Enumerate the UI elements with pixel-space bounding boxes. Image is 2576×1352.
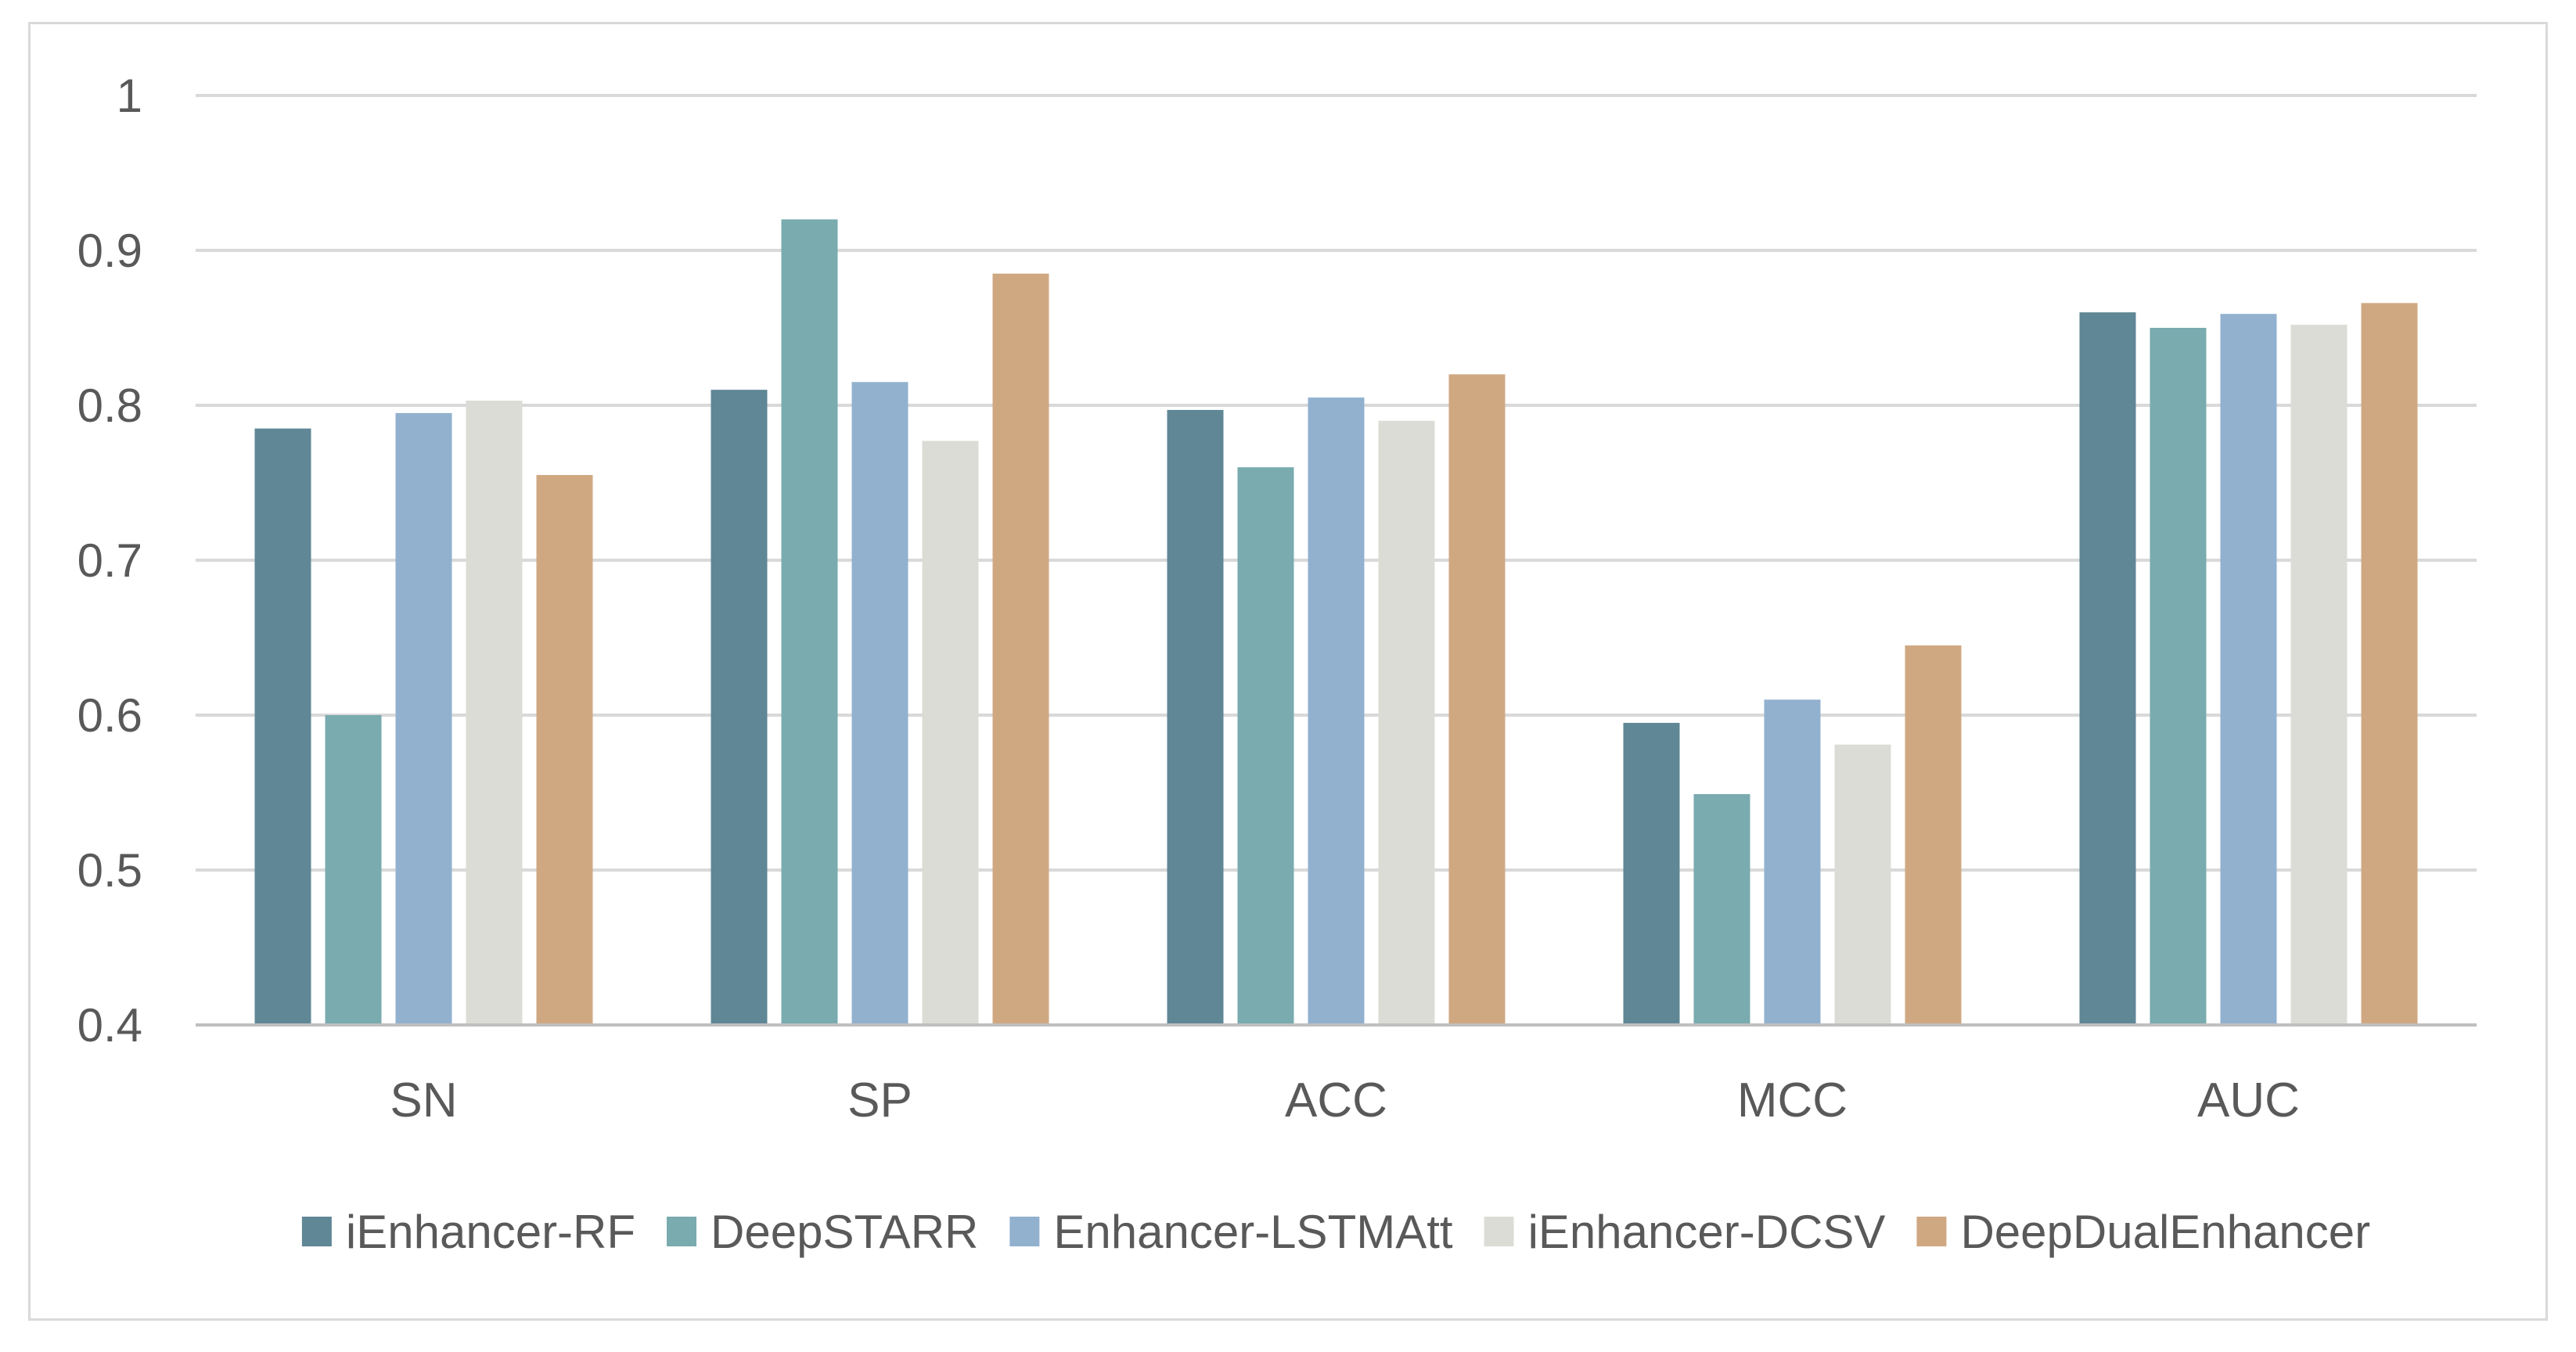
bar-deepstarr-mcc (1693, 793, 1750, 1025)
bar-deepstarr-acc (1237, 467, 1294, 1025)
bar-ienhancer-dcsv-sp (922, 440, 979, 1025)
y-tick-label: 0.9 (77, 225, 142, 277)
bar-ienhancer-dcsv-sn (466, 401, 523, 1025)
bar-ienhancer-dcsv-acc (1378, 420, 1435, 1025)
legend-label: DeepDualEnhancer (1960, 1206, 2370, 1258)
bar-enhancer-lstmatt-sp (851, 382, 908, 1025)
x-category-label: AUC (2197, 1073, 2300, 1127)
bar-ienhancer-dcsv-auc (2290, 325, 2348, 1025)
legend-swatch (301, 1217, 332, 1246)
legend-item: iEnhancer-DCSV (1484, 1206, 1886, 1258)
legend-item: DeepDualEnhancer (1916, 1206, 2370, 1258)
y-tick-label: 0.4 (77, 999, 142, 1052)
bar-ienhancer-rf-sn (254, 428, 311, 1025)
legend-swatch (1009, 1217, 1040, 1246)
bar-enhancer-lstmatt-auc (2220, 314, 2277, 1025)
y-axis-ticks: 0.4 0.5 0.6 0.7 0.8 0.9 1 (77, 70, 142, 1052)
legend-swatch (1916, 1217, 1947, 1246)
bar-deepdualenhancer-auc (2361, 303, 2418, 1025)
bar-enhancer-lstmatt-acc (1308, 397, 1365, 1026)
y-tick-label: 0.5 (77, 844, 142, 897)
bar-deepstarr-sp (781, 219, 838, 1025)
legend-swatch (667, 1217, 697, 1246)
bar-deepdualenhancer-sn (536, 475, 593, 1025)
x-category-label: SP (847, 1073, 912, 1127)
bar-deepdualenhancer-sp (992, 273, 1049, 1025)
bar-deepdualenhancer-acc (1448, 374, 1506, 1025)
bar-ienhancer-rf-sp (711, 390, 768, 1025)
bar-deepdualenhancer-mcc (1905, 645, 1962, 1025)
bar-enhancer-lstmatt-mcc (1764, 699, 1821, 1025)
y-tick-label: 1 (117, 70, 142, 122)
legend-swatch (1484, 1217, 1514, 1246)
legend-item: Enhancer-LSTMAtt (1009, 1206, 1453, 1258)
bar-ienhancer-rf-acc (1167, 409, 1224, 1025)
legend-label: iEnhancer-RF (346, 1206, 635, 1258)
y-tick-label: 0.8 (77, 379, 142, 432)
x-category-label: ACC (1285, 1073, 1387, 1127)
bar-deepstarr-auc (2150, 328, 2207, 1025)
legend-item: DeepSTARR (667, 1206, 978, 1258)
x-category-label: MCC (1737, 1073, 1847, 1127)
y-tick-label: 0.7 (77, 534, 142, 587)
legend-item: iEnhancer-RF (301, 1206, 635, 1258)
legend-label: DeepSTARR (711, 1206, 978, 1258)
legend-label: Enhancer-LSTMAtt (1053, 1206, 1453, 1258)
legend-label: iEnhancer-DCSV (1528, 1206, 1886, 1258)
bar-ienhancer-rf-mcc (1623, 722, 1680, 1025)
bar-enhancer-lstmatt-sn (395, 412, 452, 1025)
bar-deepstarr-sn (325, 715, 382, 1025)
bars (254, 219, 2418, 1026)
bar-ienhancer-dcsv-mcc (1834, 744, 1891, 1025)
x-category-label: SN (390, 1073, 457, 1127)
x-axis-categories: SN SP ACC MCC AUC (390, 1073, 2300, 1127)
legend: iEnhancer-RF DeepSTARR Enhancer-LSTMAtt iEn… (301, 1206, 2370, 1258)
y-tick-label: 0.6 (77, 689, 142, 742)
bar-ienhancer-rf-auc (2079, 312, 2136, 1025)
